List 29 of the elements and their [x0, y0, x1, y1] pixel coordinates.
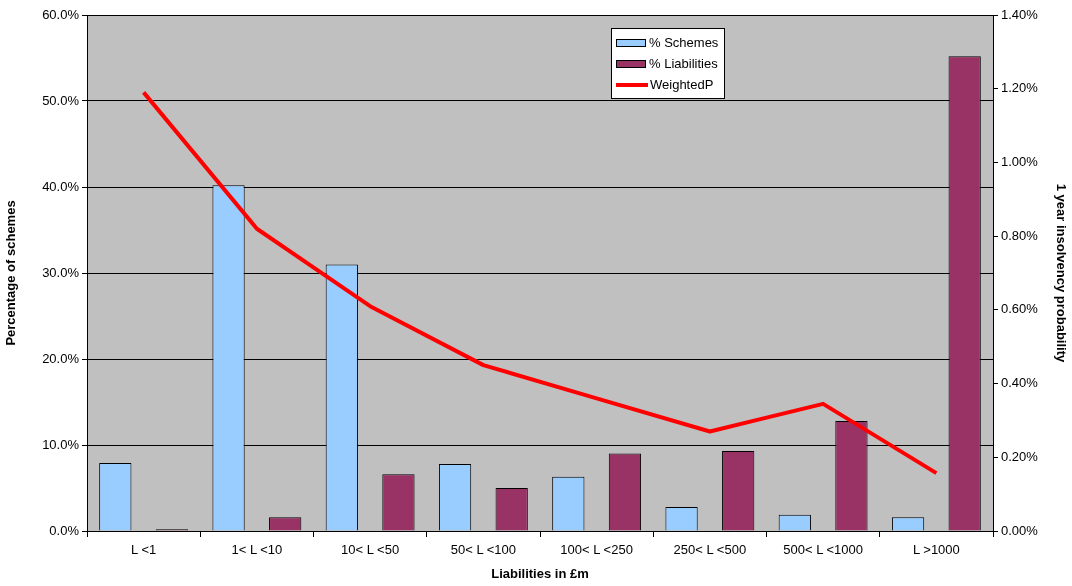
x-tick-label: L >1000: [912, 542, 960, 558]
x-tick-label: 10< L <50: [341, 542, 400, 558]
x-tick-label: 50< L <100: [450, 542, 517, 558]
y-tick-label: 20.0%: [42, 350, 80, 366]
x-axis-title: Liabilities in £m: [491, 565, 589, 581]
x-tick-label: 250< L <500: [673, 542, 747, 558]
y-tick-label: 60.0%: [42, 6, 80, 22]
y-tick-label: 10.0%: [42, 436, 80, 452]
x-tick-label: L <1: [131, 542, 157, 558]
y-tick-label: 40.0%: [42, 178, 80, 194]
y2-tick-label: 0.40%: [1001, 375, 1039, 391]
legend-label: % Schemes: [649, 34, 719, 52]
legend-label: WeightedP: [650, 76, 714, 94]
y2-tick-label: 1.20%: [1001, 80, 1039, 96]
x-tick-label: 500< L <1000: [783, 542, 864, 558]
y2-axis-title: 1 year insolvency probability: [1053, 183, 1069, 363]
x-tick-label: 1< L <10: [231, 542, 283, 558]
y2-tick-label: 0.80%: [1001, 227, 1039, 243]
y-axis-title: Percentage of schemes: [3, 200, 19, 346]
y2-tick-label: 0.20%: [1001, 448, 1039, 464]
legend-label: % Liabilities: [649, 55, 718, 73]
y-tick-label: 50.0%: [42, 92, 80, 108]
x-tick-label: 100< L <250: [560, 542, 633, 558]
y-tick-label: 0.0%: [49, 522, 80, 538]
y2-tick-label: 1.40%: [1001, 6, 1039, 22]
y2-tick-label: 0.00%: [1001, 522, 1039, 538]
y2-tick-label: 0.60%: [1001, 301, 1039, 317]
y-tick-label: 30.0%: [42, 264, 80, 280]
y2-tick-label: 1.00%: [1001, 154, 1039, 170]
